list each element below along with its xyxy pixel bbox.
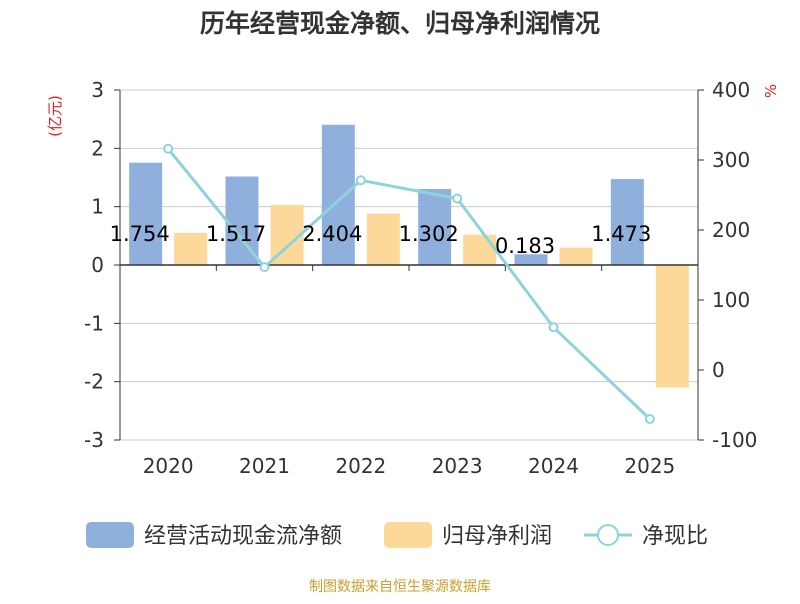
right-tick-label: 0: [712, 358, 725, 382]
chart-title: 历年经营现金净额、归母净利润情况: [200, 9, 600, 38]
axes: [114, 89, 704, 441]
category-label: 2021: [239, 454, 290, 478]
bar-profit: [559, 247, 593, 265]
ratio-point: [355, 175, 366, 186]
data-label: 0.183: [495, 234, 555, 258]
category-label: 2022: [335, 454, 386, 478]
ratio-line: [163, 143, 655, 424]
legend-label: 归母净利润: [442, 524, 552, 549]
left-tick-label: 2: [91, 136, 104, 160]
data-label: 1.754: [110, 222, 170, 246]
data-label: 1.302: [399, 222, 459, 246]
ratio-point: [163, 143, 174, 154]
ratio-point: [452, 193, 463, 204]
ratio-point: [548, 322, 559, 333]
right-tick-label: 400: [712, 78, 750, 102]
bar-cashflow: [610, 179, 644, 265]
bar-profit: [174, 232, 208, 265]
category-label: 2020: [143, 454, 194, 478]
ratio-line-path: [167, 147, 651, 421]
right-axis-unit: %: [762, 84, 780, 98]
bar-cashflow: [418, 189, 452, 265]
left-tick-label: 1: [91, 195, 104, 219]
bars: [129, 124, 689, 388]
bar-profit: [655, 265, 689, 388]
left-tick-label: -2: [84, 370, 104, 394]
category-label: 2023: [432, 454, 483, 478]
data-label: 2.404: [302, 222, 362, 246]
legend[interactable]: 经营活动现金流净额 归母净利润 净现比: [86, 522, 708, 549]
source-note: 制图数据来自恒生聚源数据库: [309, 579, 491, 595]
right-tick-label: 100: [712, 288, 750, 312]
legend-item[interactable]: 净现比: [584, 524, 708, 549]
left-tick-label: 3: [91, 78, 104, 102]
bar-cashflow: [129, 162, 163, 265]
data-label: 1.517: [206, 222, 266, 246]
legend-item[interactable]: 经营活动现金流净额: [86, 522, 342, 549]
bar-profit: [463, 234, 497, 265]
bar-cashflow: [321, 124, 355, 266]
left-tick-label: 0: [91, 253, 104, 277]
left-axis-unit: (亿元): [46, 95, 64, 137]
legend-label: 净现比: [642, 524, 708, 549]
right-tick-label: 300: [712, 148, 750, 172]
legend-swatch: [384, 522, 432, 548]
bar-profit: [366, 213, 400, 265]
tick-labels: 3 2 1 0 -1 -2 -3 400 300 200 100 0 -100 2020 2021 2022 2…: [84, 78, 757, 478]
ratio-point: [644, 414, 655, 424]
category-label: 2024: [528, 454, 579, 478]
right-tick-label: 200: [712, 218, 750, 242]
legend-item[interactable]: 归母净利润: [384, 522, 552, 549]
right-tick-label: -100: [712, 428, 757, 452]
ratio-point: [259, 262, 270, 273]
category-label: 2025: [624, 454, 675, 478]
left-tick-label: -1: [84, 311, 104, 335]
bar-cashflow: [225, 176, 259, 265]
data-label: 1.473: [591, 222, 651, 246]
bar-cashflow: [514, 254, 548, 265]
legend-marker: [597, 524, 619, 546]
legend-label: 经营活动现金流净额: [144, 524, 342, 549]
data-labels: 1.754 1.517 2.404 1.302 0.183 1.473: [110, 222, 652, 258]
left-tick-label: -3: [84, 428, 104, 452]
legend-swatch: [86, 522, 134, 548]
